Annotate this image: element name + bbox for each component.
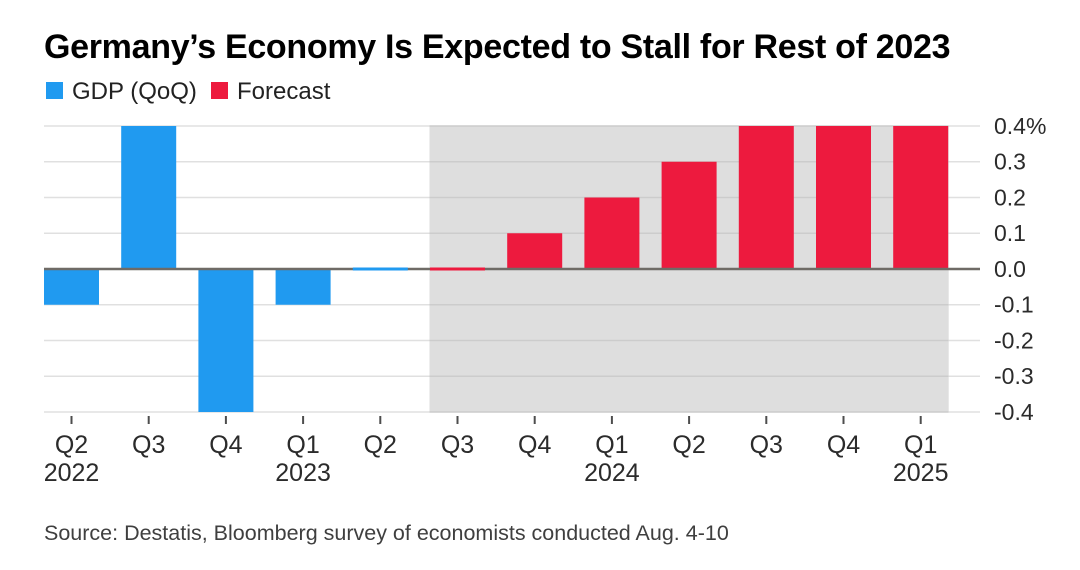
svg-text:Q4: Q4 [827,431,860,459]
svg-text:Q1: Q1 [595,431,628,459]
svg-text:Q2: Q2 [672,431,705,459]
svg-text:Q1: Q1 [286,431,319,459]
svg-text:2024: 2024 [584,459,640,487]
svg-text:2023: 2023 [275,459,331,487]
svg-text:Q4: Q4 [518,431,551,459]
svg-text:0.1: 0.1 [994,220,1026,246]
svg-text:-0.2: -0.2 [994,327,1034,353]
svg-text:2022: 2022 [44,459,100,487]
svg-text:Q2: Q2 [364,431,397,459]
svg-text:Q2: Q2 [55,431,88,459]
svg-text:0.4%: 0.4% [994,113,1046,139]
svg-text:0.0: 0.0 [994,256,1026,282]
svg-text:-0.3: -0.3 [994,363,1034,389]
svg-text:0.2: 0.2 [994,184,1026,210]
svg-text:0.3: 0.3 [994,149,1026,175]
svg-text:-0.1: -0.1 [994,292,1034,318]
svg-text:Q1: Q1 [904,431,937,459]
svg-text:Q3: Q3 [132,431,165,459]
svg-text:2025: 2025 [893,459,949,487]
svg-text:Q4: Q4 [209,431,242,459]
svg-text:Q3: Q3 [441,431,474,459]
svg-text:Q3: Q3 [750,431,783,459]
svg-text:-0.4: -0.4 [994,399,1034,425]
